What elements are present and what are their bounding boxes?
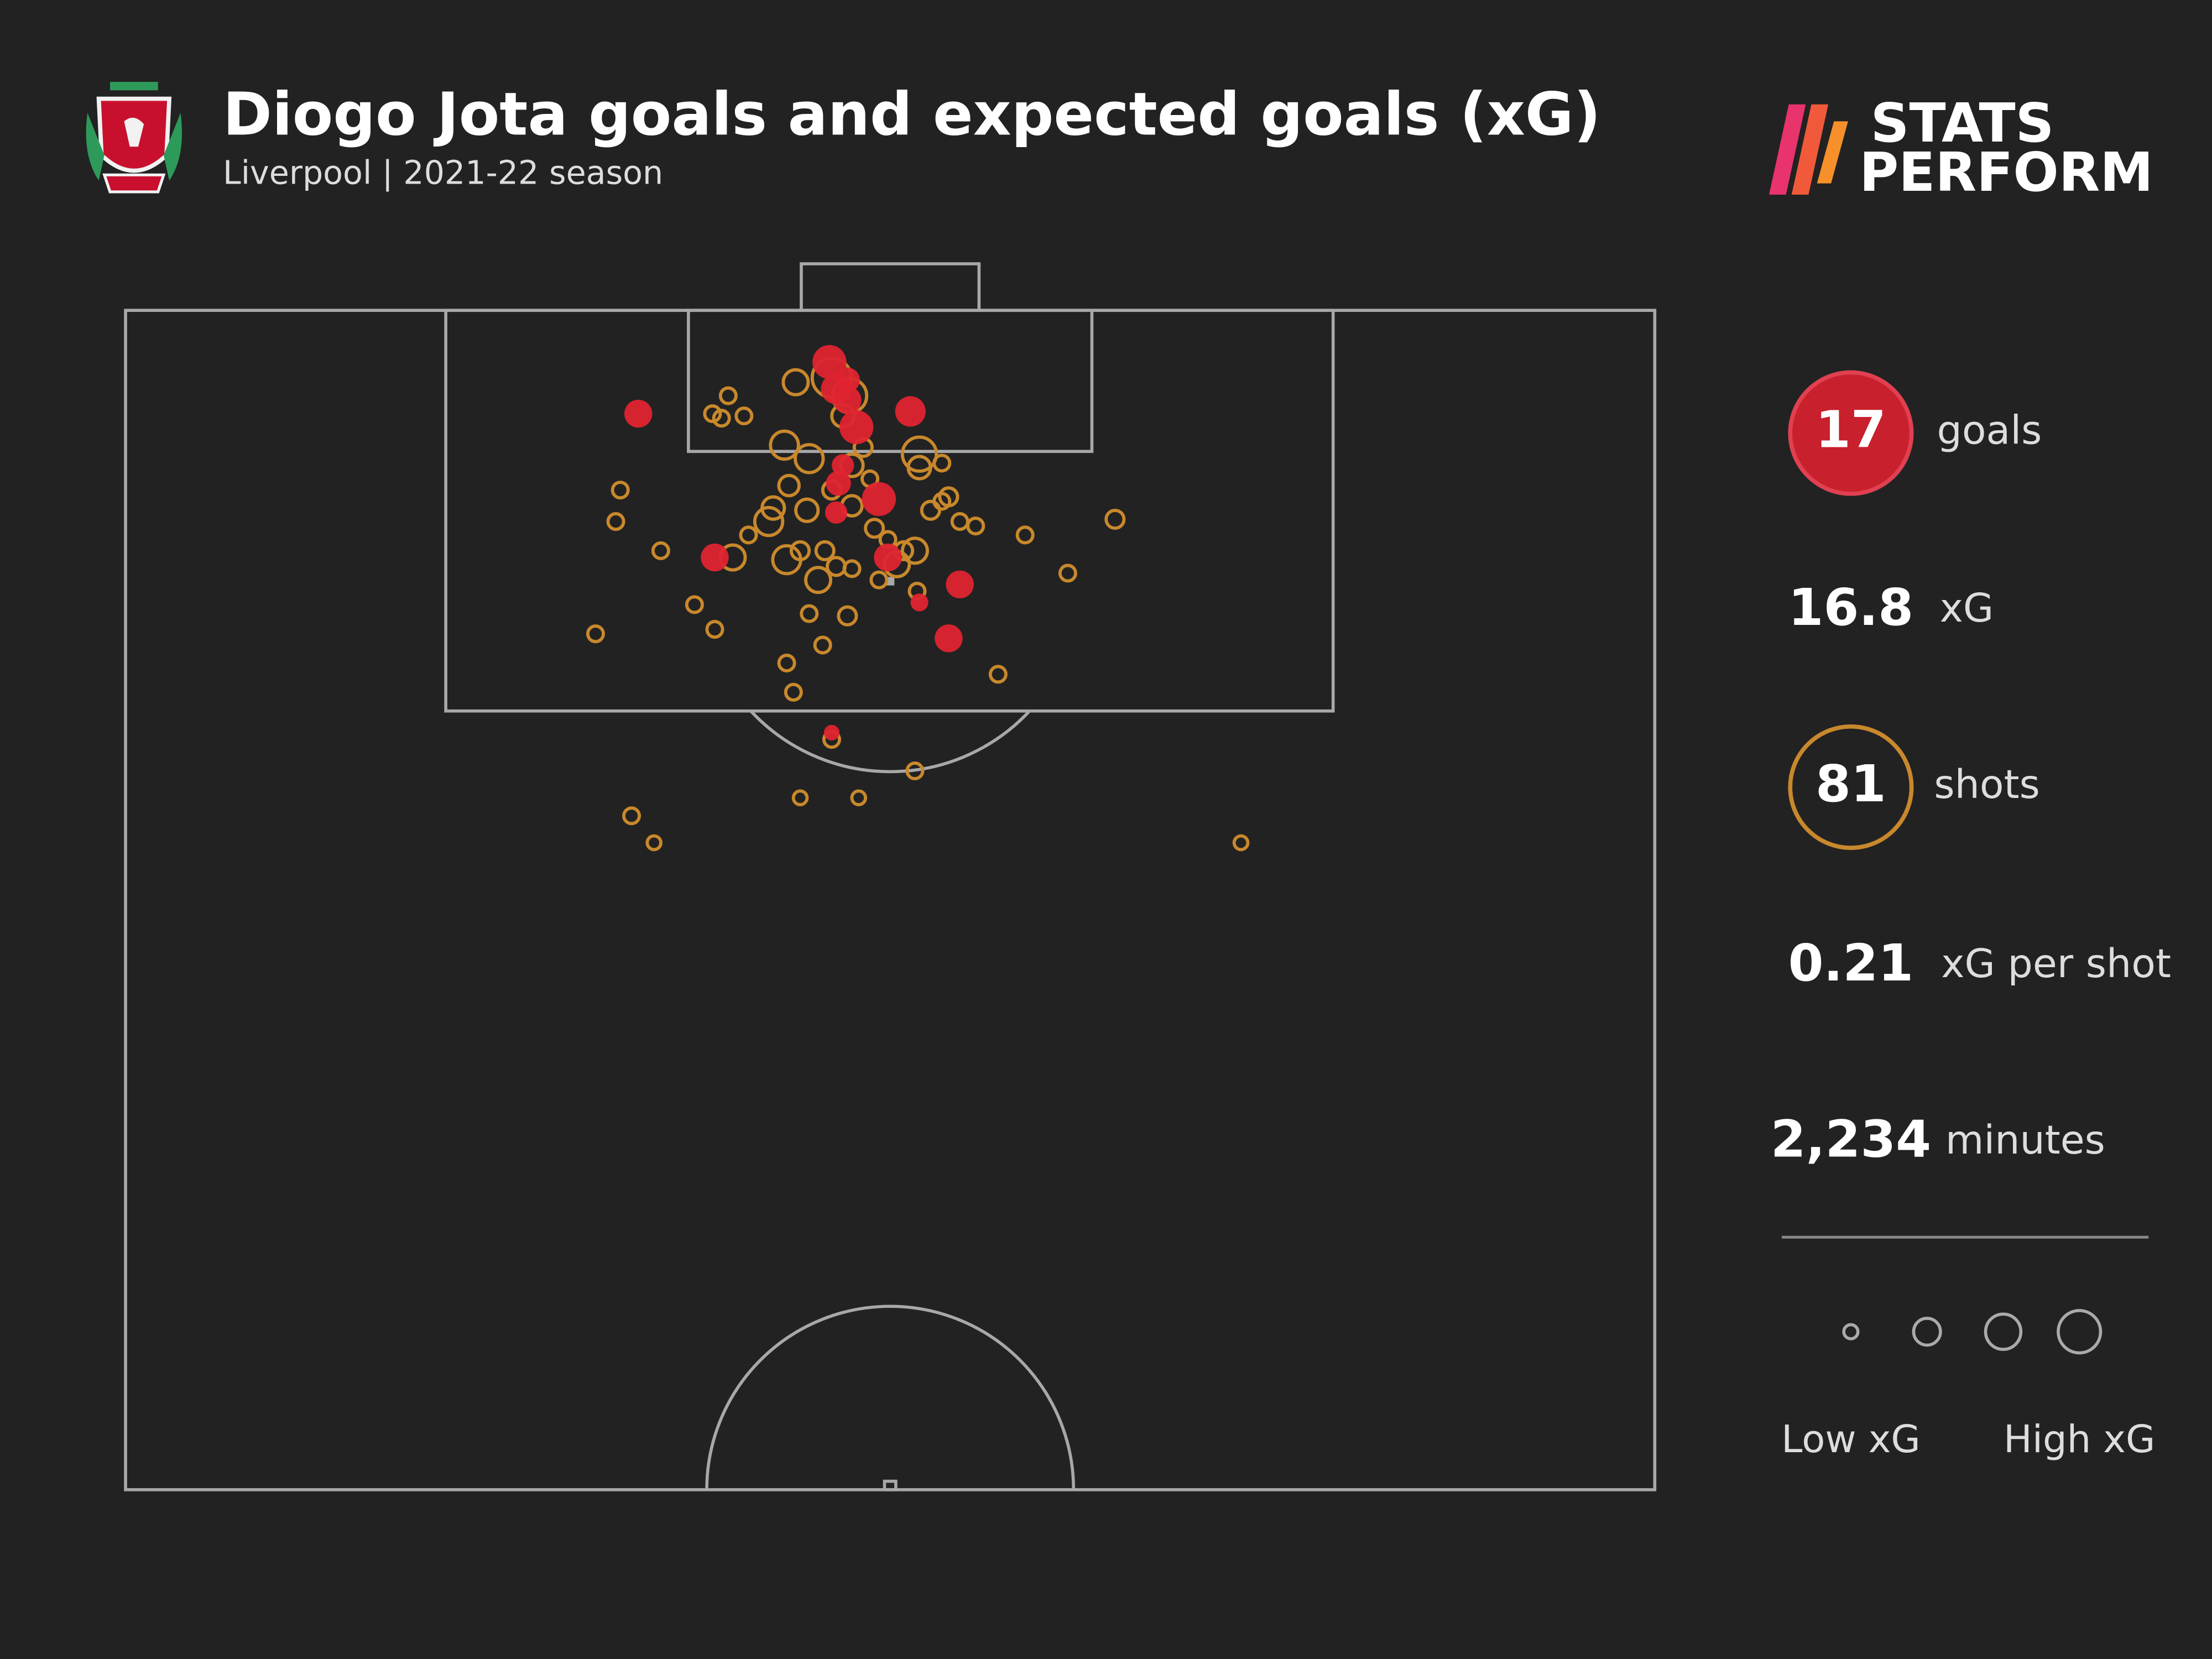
shot (777, 473, 801, 498)
shot (791, 789, 809, 806)
shot (900, 536, 929, 565)
goal-shot (834, 367, 860, 393)
shot (1104, 508, 1126, 530)
legend-label: Low xG (1781, 1417, 1921, 1462)
pitch (124, 262, 1657, 1491)
legend-label: High xG (2004, 1417, 2155, 1462)
shot (1015, 525, 1035, 545)
penalty-arc (749, 709, 1031, 774)
shot (842, 559, 862, 578)
stat-value: 17 (1815, 400, 1886, 460)
subtitle: Liverpool | 2021-22 season (223, 154, 663, 191)
shot (794, 497, 820, 523)
shot (850, 789, 868, 806)
shot (1232, 834, 1250, 852)
legend-circle (1912, 1317, 1942, 1347)
stat-value: 81 (1815, 754, 1886, 813)
shot (781, 368, 810, 397)
shot (685, 595, 704, 614)
shot (938, 486, 959, 508)
title: Diogo Jota goals and expected goals (xG) (223, 81, 1601, 149)
shot (739, 525, 758, 545)
legend-circle (1842, 1323, 1860, 1340)
logo-text: STATS (1871, 92, 2054, 154)
shot (784, 682, 803, 702)
shot (869, 570, 889, 589)
stat-label: xG (1940, 585, 1994, 631)
logo-text: PERFORM (1859, 141, 2153, 204)
shot (734, 406, 754, 426)
shots-badge (1788, 724, 1914, 850)
shot (906, 455, 932, 481)
goal-shot (839, 410, 874, 445)
goal-shot (874, 543, 902, 572)
shot (606, 512, 625, 531)
stats-perform-logo: STATS PERFORM (1768, 92, 2153, 204)
stat-value: 0.21 (1788, 933, 1914, 993)
goals-badge (1788, 370, 1914, 496)
shot (932, 453, 952, 473)
goal-shot (823, 724, 840, 740)
shot (814, 540, 836, 561)
shot (718, 386, 738, 405)
legend-circle (2057, 1309, 2103, 1355)
goal-shot (825, 501, 848, 524)
stat-value: 2,234 (1771, 1110, 1931, 1169)
shot (905, 761, 925, 780)
shot (804, 566, 833, 594)
shot (705, 620, 724, 639)
shot (900, 435, 938, 473)
stat-label: minutes (1945, 1117, 2105, 1163)
shot (645, 834, 662, 852)
shot (712, 409, 731, 428)
goal-shot (946, 570, 974, 599)
goal (800, 262, 981, 312)
stat-label: xG per shot (1941, 941, 2171, 987)
shot (651, 541, 670, 560)
goal-shot (832, 454, 854, 477)
stat-label: goals (1937, 408, 2042, 453)
goal-shot (833, 386, 862, 414)
shot (753, 505, 785, 538)
shot (586, 624, 605, 644)
shot (703, 404, 722, 424)
legend-circle (1984, 1312, 2023, 1351)
shot (837, 605, 858, 627)
goal-shot (895, 396, 926, 427)
center-circle (705, 1305, 1076, 1490)
shot (1058, 564, 1077, 583)
shot (813, 635, 832, 655)
stats-panel: 17 goals 16.8 xG 81 shots 0.21 xG per shot 2,234… (1771, 400, 2171, 1169)
goal-shot (826, 471, 851, 496)
shot (864, 518, 885, 539)
shot (789, 540, 811, 561)
shot (794, 443, 825, 474)
shot (622, 806, 641, 826)
goal-shot (701, 543, 729, 572)
shot (611, 481, 630, 500)
club-crest (86, 81, 182, 194)
size-legend: Low xG High xG (1781, 1309, 2155, 1462)
center-spot (883, 1479, 898, 1491)
shot (800, 604, 819, 623)
shot (777, 653, 796, 673)
shot (966, 517, 985, 536)
goal-shot (624, 399, 653, 428)
shot (988, 665, 1008, 684)
shot (769, 429, 800, 461)
shot (920, 499, 941, 521)
goal-shot (910, 593, 928, 612)
stat-label: shots (1934, 761, 2039, 807)
stat-value: 16.8 (1788, 578, 1914, 637)
goal-shot (812, 345, 847, 379)
shot-marks (586, 345, 1250, 852)
goal-shot (935, 624, 963, 653)
goal-shot (862, 482, 896, 517)
